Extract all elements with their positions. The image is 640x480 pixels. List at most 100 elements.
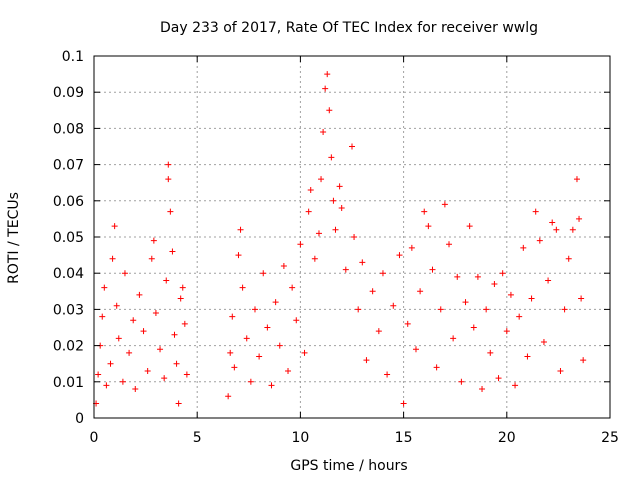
data-point — [239, 284, 246, 291]
data-point — [528, 295, 535, 302]
data-point — [450, 335, 457, 342]
data-point — [227, 349, 234, 356]
x-axis-label: GPS time / hours — [290, 458, 407, 474]
data-point — [491, 281, 498, 288]
data-point — [355, 306, 362, 313]
axes: 0 5 10 15 20 25 0 0.01 0.02 0.03 0.04 0.05 0.06 0.07 0… — [53, 49, 619, 446]
data-point — [569, 226, 576, 233]
data-point — [144, 367, 151, 374]
data-point — [549, 219, 556, 226]
data-point — [349, 143, 355, 150]
data-point — [322, 85, 329, 92]
data-point — [332, 226, 339, 233]
data-point — [536, 237, 543, 244]
data-point — [379, 270, 386, 277]
data-point — [183, 371, 190, 378]
data-point — [289, 284, 296, 291]
data-point — [338, 205, 345, 212]
data-point — [99, 313, 106, 320]
data-point — [130, 317, 137, 324]
data-point — [580, 357, 587, 364]
data-point — [161, 375, 168, 382]
x-tick-label: 15 — [395, 430, 413, 446]
chart-title: Day 233 of 2017, Rate Of TEC Index for r… — [160, 20, 538, 36]
data-point — [181, 320, 188, 327]
data-point — [487, 349, 494, 356]
data-point — [225, 393, 232, 400]
data-point — [119, 378, 126, 385]
data-point — [576, 215, 583, 222]
data-point — [307, 186, 314, 193]
data-point — [311, 255, 318, 262]
data-point — [359, 259, 366, 266]
data-point — [165, 161, 172, 168]
data-point — [474, 273, 481, 280]
data-point — [315, 230, 322, 237]
data-point — [305, 208, 312, 215]
data-point — [264, 324, 271, 331]
data-point — [466, 223, 473, 230]
data-point — [545, 277, 552, 284]
data-point — [384, 371, 391, 378]
data-point — [437, 306, 444, 313]
grid — [94, 56, 610, 418]
y-tick-label: 0.09 — [53, 85, 84, 101]
data-point — [336, 183, 343, 190]
y-tick-label: 0.03 — [53, 302, 84, 318]
data-point — [256, 353, 263, 360]
data-point — [324, 71, 331, 78]
data-point — [235, 252, 242, 259]
data-point — [293, 317, 300, 324]
data-marks — [93, 71, 587, 407]
x-tick-label: 0 — [90, 430, 99, 446]
data-point — [121, 270, 128, 277]
data-point — [243, 335, 250, 342]
data-point — [454, 273, 461, 280]
data-point — [157, 346, 164, 353]
data-point — [276, 342, 283, 349]
y-tick-label: 0.01 — [53, 375, 84, 391]
data-point — [479, 386, 486, 393]
x-tick-label: 25 — [601, 430, 619, 446]
data-point — [396, 252, 403, 259]
data-point — [150, 237, 157, 244]
data-point — [152, 310, 159, 317]
data-point — [495, 375, 502, 382]
data-point — [268, 382, 275, 389]
data-point — [280, 262, 287, 269]
data-point — [320, 129, 327, 136]
data-point — [520, 244, 527, 251]
data-point — [462, 299, 469, 306]
y-tick-label: 0.05 — [53, 230, 84, 246]
data-point — [524, 353, 531, 360]
data-point — [421, 208, 428, 215]
data-point — [179, 284, 186, 291]
data-point — [351, 234, 358, 240]
data-point — [512, 382, 519, 389]
data-point — [231, 364, 238, 371]
data-point — [412, 346, 419, 353]
data-point — [470, 324, 477, 331]
data-point — [318, 176, 325, 183]
x-tick-label: 10 — [291, 430, 309, 446]
data-point — [404, 320, 411, 327]
data-point — [565, 255, 572, 262]
data-point — [237, 226, 244, 233]
y-tick-label: 0 — [75, 411, 84, 427]
data-point — [330, 197, 337, 204]
y-tick-label: 0.07 — [53, 158, 84, 174]
data-point — [173, 360, 180, 367]
data-point — [165, 176, 172, 183]
data-point — [301, 349, 308, 356]
data-point — [417, 288, 424, 295]
data-point — [251, 306, 258, 313]
y-tick-label: 0.02 — [53, 339, 84, 355]
data-point — [148, 255, 155, 262]
data-point — [553, 226, 560, 233]
data-point — [103, 382, 110, 389]
data-point — [446, 241, 453, 248]
data-point — [101, 284, 108, 291]
data-point — [95, 371, 102, 378]
data-point — [363, 357, 370, 364]
data-point — [499, 270, 506, 277]
